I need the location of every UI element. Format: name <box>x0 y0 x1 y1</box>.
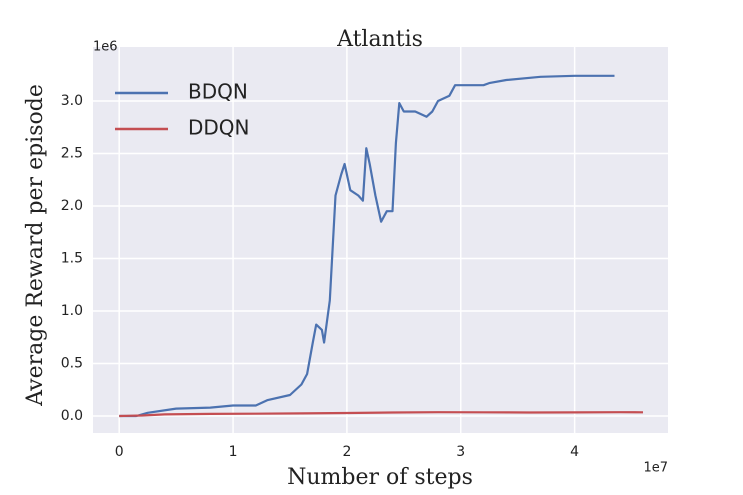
x-tick-label: 4 <box>570 444 579 460</box>
y-tick-label: 1.0 <box>61 303 83 319</box>
y-tick-label: 0.5 <box>61 355 83 371</box>
x-tick-label: 3 <box>456 444 465 460</box>
legend-label: DDQN <box>188 116 250 140</box>
y-offset-label: 1e6 <box>93 40 118 55</box>
legend-label: BDQN <box>188 80 248 104</box>
y-tick-label: 2.0 <box>61 198 83 214</box>
y-tick-label: 1.5 <box>61 250 83 266</box>
y-tick-label: 2.5 <box>61 145 83 161</box>
series-line <box>119 411 644 418</box>
chart-title: Atlantis <box>336 27 423 52</box>
plot-area <box>93 47 668 433</box>
x-axis-label: Number of steps <box>287 465 473 490</box>
x-tick-label: 1 <box>229 444 238 460</box>
series-line <box>119 74 615 418</box>
y-axis-label: Average Reward per episode <box>23 84 48 407</box>
x-offset-label: 1e7 <box>643 461 668 476</box>
y-tick-label: 3.0 <box>61 93 83 109</box>
y-tick-label: 0.0 <box>61 408 83 424</box>
x-tick-label: 0 <box>115 444 124 460</box>
x-tick-label: 2 <box>342 444 351 460</box>
